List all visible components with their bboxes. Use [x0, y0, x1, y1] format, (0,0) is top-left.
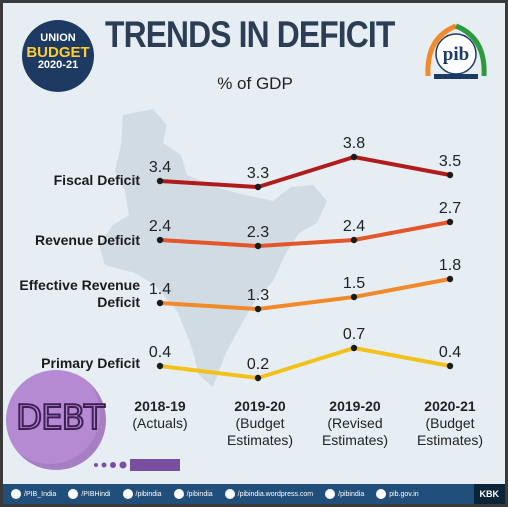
facebook-icon [122, 489, 133, 499]
data-label: 2.4 [343, 218, 365, 235]
footer-wordpress-link[interactable]: /pibindia.wordpress.com [224, 489, 314, 499]
x-category-3: 2019-20 (Revised Estimates) [305, 398, 405, 449]
debt-illustration [6, 370, 106, 470]
x-category-note: (Revised Estimates) [321, 415, 389, 448]
data-label: 3.5 [439, 153, 461, 170]
series-line [159, 277, 451, 311]
globe-icon [376, 489, 387, 499]
data-point [254, 183, 262, 191]
row-label-primary-deficit: Primary Deficit [41, 355, 140, 371]
footer-facebook-link[interactable]: /pibindia [122, 489, 162, 499]
series-line [159, 155, 451, 189]
footer-item-label: /PIB_India [24, 490, 57, 498]
chart-subtitle: % of GDP [217, 74, 293, 93]
footer-item-label: pib.gov.in [389, 490, 419, 498]
data-label: 2.7 [439, 200, 461, 217]
badge-line3: 2020-21 [37, 59, 79, 72]
series-line [159, 220, 451, 248]
badge-line1: UNION [40, 32, 76, 44]
footer-item-label: /pibindia [338, 490, 365, 498]
india-map-silhouette [99, 109, 327, 387]
footer-social-bar: /PIB_India /PIBHindi /pibindia /pibindia… [3, 484, 505, 504]
x-category-year: 2019-20 [329, 398, 381, 414]
twitter-icon [11, 489, 21, 499]
x-category-year: 2018-19 [134, 398, 186, 414]
footer-twitter-hindi-link[interactable]: /PIBHindi [68, 489, 111, 499]
union-budget-badge: UNION BUDGET 2020-21 [22, 20, 94, 92]
data-point [156, 236, 164, 244]
data-point [446, 171, 454, 179]
data-label: 3.4 [149, 159, 171, 176]
data-point [156, 177, 164, 185]
footer-item-label: /pibindia [186, 490, 213, 498]
debt-chain-dots [94, 459, 180, 471]
data-point [446, 218, 454, 226]
x-category-note: (Actuals) [132, 415, 188, 431]
data-label: 3.8 [343, 135, 365, 152]
data-point [254, 305, 262, 313]
data-label: 1.3 [247, 287, 269, 304]
series-line [159, 346, 451, 380]
row-label-fiscal-deficit: Fiscal Deficit [53, 172, 140, 188]
data-label: 1.8 [439, 257, 461, 274]
footer-youtube-link[interactable]: /pibindia [325, 489, 364, 499]
footer-tag: KBK [473, 484, 505, 504]
data-point [350, 344, 358, 352]
footer-instagram-link[interactable]: /pibindia [173, 489, 213, 499]
row-label-revenue-deficit: Revenue Deficit [34, 232, 140, 248]
data-label: 0.4 [149, 344, 171, 361]
row-label-effective-revenue-deficit: Effective Revenue Deficit [19, 277, 140, 310]
pib-logo: pib [425, 23, 487, 79]
x-category-year: 2020-21 [424, 398, 476, 414]
data-point [254, 374, 262, 382]
data-point [350, 153, 358, 161]
data-point [350, 293, 358, 301]
data-label: 3.3 [247, 165, 269, 182]
badge-line2: BUDGET [26, 43, 90, 61]
footer-twitter-link[interactable]: /PIB_India [11, 489, 56, 499]
footer-item-label: /pibindia [135, 490, 162, 498]
chart-title: TRENDS IN DEFICIT [105, 14, 395, 55]
data-point [446, 275, 454, 283]
data-point [156, 362, 164, 370]
x-category-1: 2018-19 (Actuals) [110, 398, 210, 432]
footer-item-label: /PIBHindi [81, 490, 111, 498]
data-point [156, 299, 164, 307]
wordpress-icon [224, 489, 235, 499]
x-category-2: 2019-20 (Budget Estimates) [210, 398, 310, 449]
footer-website-link[interactable]: pib.gov.in [376, 489, 419, 499]
data-label: 0.7 [343, 326, 365, 343]
x-category-note: (Budget Estimates) [416, 415, 484, 448]
youtube-icon [325, 489, 336, 499]
data-label: 0.2 [247, 356, 269, 373]
instagram-icon [173, 489, 184, 499]
data-label: 1.4 [149, 281, 171, 298]
data-label: 1.5 [343, 275, 365, 292]
x-category-4: 2020-21 (Budget Estimates) [400, 398, 500, 449]
data-point [350, 236, 358, 244]
debt-word: DEBT [15, 397, 106, 439]
x-category-year: 2019-20 [234, 398, 286, 414]
x-category-note: (Budget Estimates) [226, 415, 294, 448]
data-label: 0.4 [439, 344, 461, 361]
pib-logo-text: pib [443, 44, 469, 65]
data-label: 2.3 [247, 224, 269, 241]
data-point [254, 242, 262, 250]
twitter-icon [68, 489, 79, 499]
footer-item-label: /pibindia.wordpress.com [237, 490, 314, 498]
data-point [446, 362, 454, 370]
data-label: 2.4 [149, 218, 171, 235]
